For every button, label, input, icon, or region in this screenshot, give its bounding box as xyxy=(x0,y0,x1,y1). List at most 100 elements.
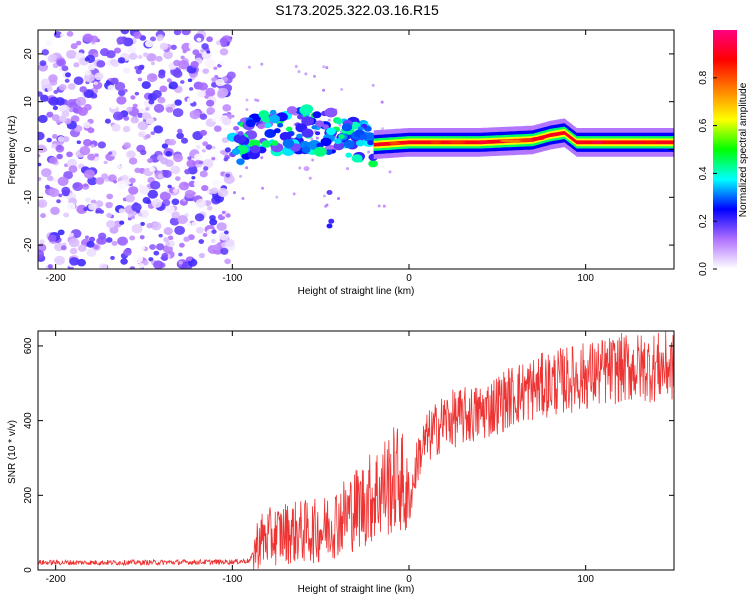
noise-blob xyxy=(54,255,65,265)
noise-blob xyxy=(160,157,169,165)
snr-y-tick-label: 600 xyxy=(23,337,34,354)
noise-blob xyxy=(63,212,70,218)
noise-blob xyxy=(202,141,209,147)
noise-blob xyxy=(84,57,90,62)
noise-blob xyxy=(84,73,95,83)
noise-blob xyxy=(225,238,235,247)
noise-blob xyxy=(139,185,150,195)
noise-blob xyxy=(50,206,60,215)
noise-blob xyxy=(213,66,218,71)
noise-blob xyxy=(224,258,231,265)
noise-blob xyxy=(222,117,232,126)
noise-blob xyxy=(38,91,43,97)
noise-blob xyxy=(119,220,125,225)
noise-blob xyxy=(206,107,216,115)
noise-blob xyxy=(211,229,217,234)
noise-blob xyxy=(190,60,199,69)
noise-blob xyxy=(62,242,67,247)
noise-blob xyxy=(129,266,136,269)
onset-blob xyxy=(264,122,272,128)
noise-blob xyxy=(70,43,78,50)
noise-blob xyxy=(150,221,162,231)
noise-blob xyxy=(58,84,67,91)
noise-speck xyxy=(261,186,265,190)
noise-blob xyxy=(219,60,225,66)
noise-blob xyxy=(165,241,171,246)
carrier-hotspot xyxy=(477,140,489,144)
noise-blob xyxy=(38,114,48,124)
noise-blob xyxy=(65,49,77,59)
noise-blob xyxy=(137,262,145,269)
noise-blob xyxy=(106,212,112,218)
noise-blob xyxy=(104,118,111,124)
noise-blob xyxy=(199,113,208,120)
noise-blob xyxy=(199,129,208,136)
noise-blob xyxy=(219,150,225,155)
noise-blob xyxy=(205,144,213,150)
noise-blob xyxy=(47,54,58,63)
noise-blob xyxy=(39,60,47,67)
noise-blob xyxy=(165,150,172,157)
noise-blob xyxy=(94,153,99,157)
noise-blob xyxy=(172,108,184,118)
noise-blob xyxy=(103,160,108,165)
onset-blob xyxy=(277,122,284,128)
snr-y-tick-label: 0 xyxy=(23,567,34,573)
noise-blob xyxy=(130,116,139,124)
noise-blob xyxy=(83,183,88,188)
noise-blob xyxy=(82,138,92,147)
onset-blob xyxy=(314,131,321,136)
noise-blob xyxy=(149,244,156,250)
noise-blob xyxy=(171,198,180,206)
noise-blob xyxy=(52,134,58,139)
noise-blob xyxy=(177,215,188,225)
noise-speck xyxy=(292,192,296,196)
noise-blob xyxy=(210,187,219,194)
noise-blob xyxy=(153,250,160,256)
onset-blob xyxy=(237,131,244,136)
noise-speck xyxy=(388,170,392,174)
noise-blob xyxy=(86,240,95,248)
noise-blob xyxy=(168,81,178,90)
noise-blob xyxy=(112,180,118,184)
noise-blob xyxy=(118,165,123,169)
onset-blob xyxy=(233,126,240,131)
noise-blob xyxy=(38,153,41,158)
noise-blob xyxy=(117,236,128,246)
noise-blob xyxy=(184,168,191,175)
noise-blob xyxy=(225,173,231,178)
onset-blob xyxy=(286,106,298,115)
onset-blob xyxy=(345,152,352,158)
noise-blob xyxy=(180,137,189,144)
noise-blob xyxy=(198,160,204,165)
spectrogram-y-tick-label: 20 xyxy=(23,48,34,60)
noise-blob xyxy=(147,189,159,199)
noise-blob xyxy=(39,239,45,244)
noise-blob xyxy=(214,74,219,79)
noise-blob xyxy=(84,69,92,76)
noise-blob xyxy=(202,68,210,75)
onset-blob xyxy=(269,114,281,124)
noise-blob xyxy=(73,76,84,85)
snr-x-tick-label: -100 xyxy=(222,574,242,585)
onset-blob xyxy=(334,138,342,145)
noise-blob xyxy=(222,104,232,112)
noise-blob xyxy=(170,165,181,175)
noise-blob xyxy=(199,170,208,178)
noise-blob xyxy=(212,111,223,120)
noise-blob xyxy=(58,193,63,198)
noise-blob xyxy=(110,77,119,85)
noise-blob xyxy=(163,227,173,235)
noise-blob xyxy=(198,239,205,244)
onset-blob xyxy=(301,128,314,138)
noise-blob xyxy=(191,176,196,180)
noise-blob xyxy=(107,84,116,92)
spectrogram-y-tick-label: -20 xyxy=(23,237,34,252)
onset-blob xyxy=(236,158,245,165)
noise-speck xyxy=(247,65,251,69)
snr-y-tick-label: 400 xyxy=(23,412,34,429)
onset-blob xyxy=(343,140,355,149)
noise-blob xyxy=(193,180,202,188)
noise-blob xyxy=(72,181,83,192)
